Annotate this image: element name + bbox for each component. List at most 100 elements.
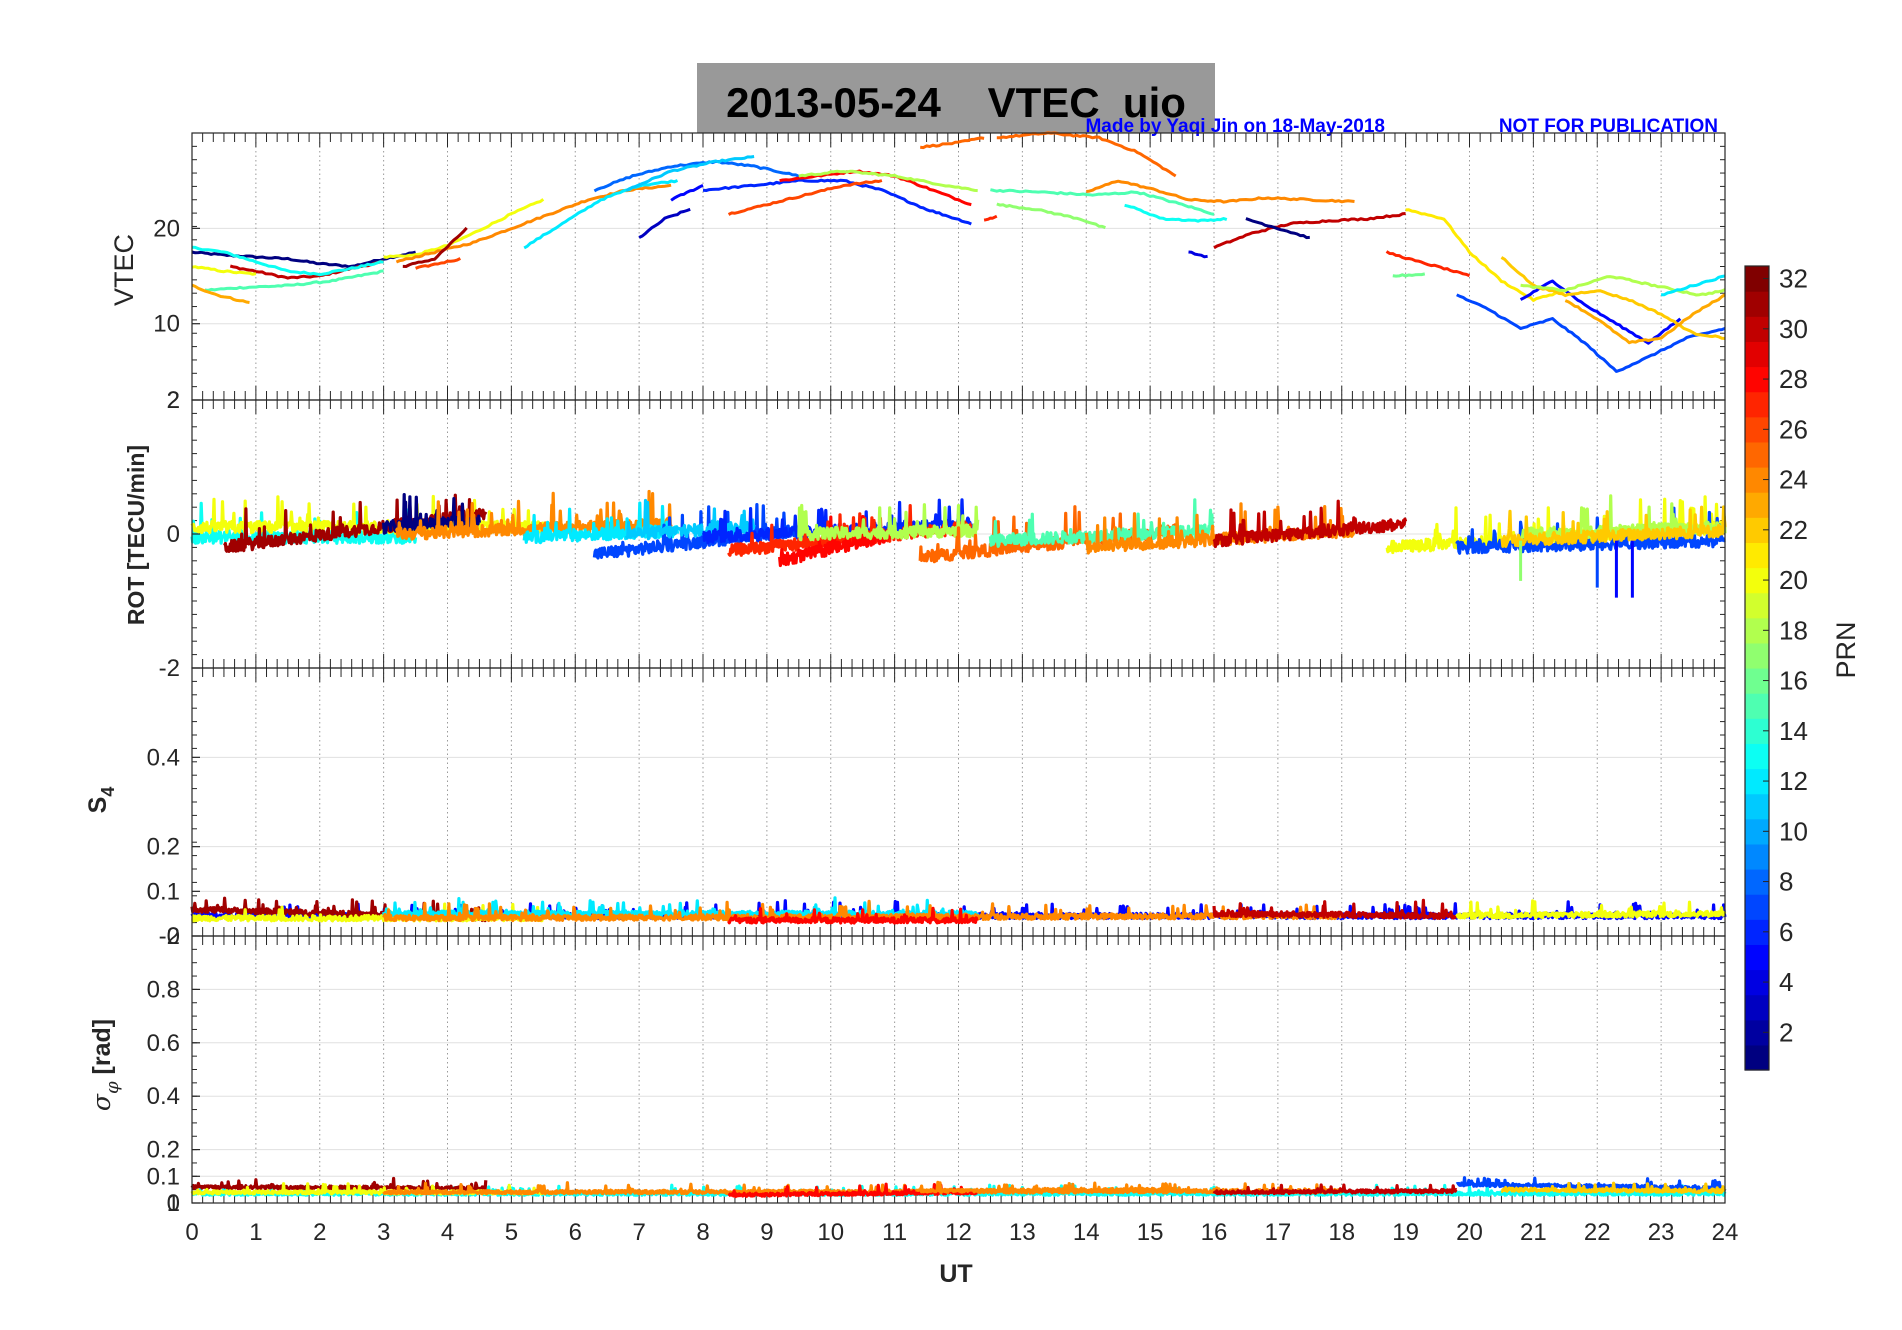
rot-series-prn-30 [1212, 499, 1408, 549]
ut-xtick-label: 13 [1009, 1219, 1036, 1246]
vtec-series-prn-31 [402, 226, 468, 268]
colorbar-tick-label: 16 [1779, 666, 1808, 696]
sigma_phi-ytick-label: 0.2 [147, 1137, 180, 1164]
ut-xtick-label: 15 [1137, 1219, 1164, 1246]
ut-xtick-label: 11 [882, 1219, 907, 1246]
vtec-series-prn-6 [702, 178, 972, 226]
ut-xtick-label: 1 [249, 1219, 262, 1246]
ut-xtick-label: 9 [760, 1219, 773, 1246]
colorbar-label: PRN [1831, 621, 1861, 678]
vtec-series-prn-26 [415, 257, 462, 270]
colorbar-swatch [1745, 542, 1769, 569]
s4-panel: 0 0.1 0.2 0.4 -2 [147, 667, 1727, 950]
colorbar-tick-label: 22 [1779, 515, 1808, 545]
s4-series-prn-30 [1212, 898, 1458, 921]
colorbar-swatch [1745, 944, 1769, 971]
vtec-series-prn-12 [1661, 274, 1726, 297]
s4-ytick-label: 0.2 [147, 834, 180, 861]
vtec-series-prn-3 [638, 207, 691, 239]
vtec-series-prn-20 [191, 265, 257, 276]
vtec-series-prn-13 [1124, 203, 1228, 223]
sigma_phi-series-prn-30 [1212, 1183, 1458, 1196]
colorbar-tick-label: 6 [1779, 917, 1793, 947]
colorbar-tick-label: 12 [1779, 766, 1808, 796]
ut-xtick-label: 3 [377, 1219, 390, 1246]
rot-series-prn-28 [778, 514, 897, 568]
sigma_phi-series-prn-22 [1500, 1181, 1727, 1195]
colorbar-tick-label: 4 [1779, 967, 1793, 997]
ut-xtick-label: 0 [185, 1219, 198, 1246]
ut-xtick-label: 8 [696, 1219, 709, 1246]
vtec-series-prn-4 [1188, 250, 1208, 259]
colorbar-swatch [1745, 693, 1769, 719]
s4-ytick-label: 0.1 [147, 878, 180, 905]
colorbar-swatch [1745, 592, 1769, 619]
ut-xtick-label: 12 [945, 1219, 972, 1246]
vtec-series-prn-15 [204, 269, 384, 292]
sigma-phi-panel: 00.10.20.40.60.810 1 2 3 4 5 6 7 8 9 10 11 12 13 14 15 1… [147, 935, 1739, 1246]
vtec-series-prn-21 [1405, 208, 1566, 302]
colorbar-tick-label: 26 [1779, 414, 1808, 444]
colorbar-swatch [1745, 492, 1769, 518]
ut-xtick-label: 4 [441, 1219, 454, 1246]
vtec-series-prn-25 [996, 131, 1177, 178]
sigma-ylabel: σφ [rad] [87, 1019, 123, 1111]
colorbar-frame [1744, 265, 1770, 1071]
ut-xtick-label: 19 [1392, 1219, 1419, 1246]
ut-xtick-label: 18 [1328, 1219, 1355, 1246]
vtec-series-prn-15 [990, 188, 1215, 216]
ut-xtick-label: 2 [313, 1219, 326, 1246]
credit-text: Made by Yaqi Jin on 18-May-2018 [1085, 116, 1385, 137]
s4-series-prn-28 [727, 906, 979, 925]
vtec-series-prn-24 [1086, 179, 1355, 204]
colorbar-swatch [1745, 793, 1769, 820]
s4-extra-ytick-label: -2 [159, 923, 180, 950]
ut-xtick-label: 7 [632, 1219, 645, 1246]
sigma_phi-series-prn-24 [918, 1180, 1178, 1195]
ut-xtick-label: 22 [1584, 1219, 1611, 1246]
vtec-ytick-label: 10 [153, 311, 180, 338]
colorbar-tick-label: 32 [1779, 264, 1808, 294]
vtec-panel: 10 20 2 [153, 131, 1726, 414]
ut-xtick-label: 16 [1201, 1219, 1228, 1246]
ut-xtick-label: 5 [505, 1219, 518, 1246]
colorbar-swatch [1745, 743, 1769, 770]
colorbar-tick-label: 2 [1779, 1017, 1793, 1047]
colorbar-swatch [1745, 391, 1769, 418]
vtec-series-prn-25 [920, 136, 985, 150]
vtec-series-prn-18 [1520, 275, 1726, 297]
s4-series-prn-12 [382, 896, 980, 918]
ut-xtick-label: 24 [1712, 1219, 1739, 1246]
vtec-series-prn-7 [1456, 293, 1726, 373]
colorbar-tick-label: 10 [1779, 816, 1808, 846]
sigma_phi-ytick-label: 0.4 [147, 1083, 180, 1110]
vtec-ytick-label: 20 [153, 215, 180, 242]
ut-xtick-label: 20 [1456, 1219, 1483, 1246]
notice-text: NOT FOR PUBLICATION [1499, 116, 1718, 137]
sigma_phi-axes-frame [191, 935, 1726, 1204]
vtec-series-prn-23 [1564, 293, 1726, 345]
vtec-series-prn-23 [191, 283, 250, 304]
sigma_phi-ytick-label: 0.1 [147, 1163, 180, 1190]
vtec-series-prn-20 [383, 198, 545, 259]
vtec-series-prn-27 [983, 214, 998, 222]
sigma_phi-ytick-label: 0.8 [147, 976, 180, 1003]
ut-xtick-label: 14 [1073, 1219, 1100, 1246]
ut-xtick-label: 17 [1265, 1219, 1292, 1246]
rot-series-prn-22 [1500, 505, 1727, 549]
ut-xtick-label: 23 [1648, 1219, 1675, 1246]
vtec-series-prn-8 [593, 159, 800, 193]
colorbar-swatch [1745, 441, 1769, 468]
sigma_phi-series-prn-31 [190, 1176, 488, 1192]
colorbar-tick-label: 8 [1779, 867, 1793, 897]
rot-series-prn-7 [1455, 506, 1726, 555]
colorbar-tick-label: 28 [1779, 364, 1808, 394]
vtec-series-prn-1 [1245, 217, 1310, 240]
s4-ytick-label: 0.4 [147, 744, 180, 771]
sigma_phi-ytick-label: 0.6 [147, 1030, 180, 1057]
vtec-series-prn-16 [1392, 272, 1426, 278]
colorbar-swatch [1745, 291, 1769, 317]
ut-xlabel: UT [939, 1260, 972, 1288]
